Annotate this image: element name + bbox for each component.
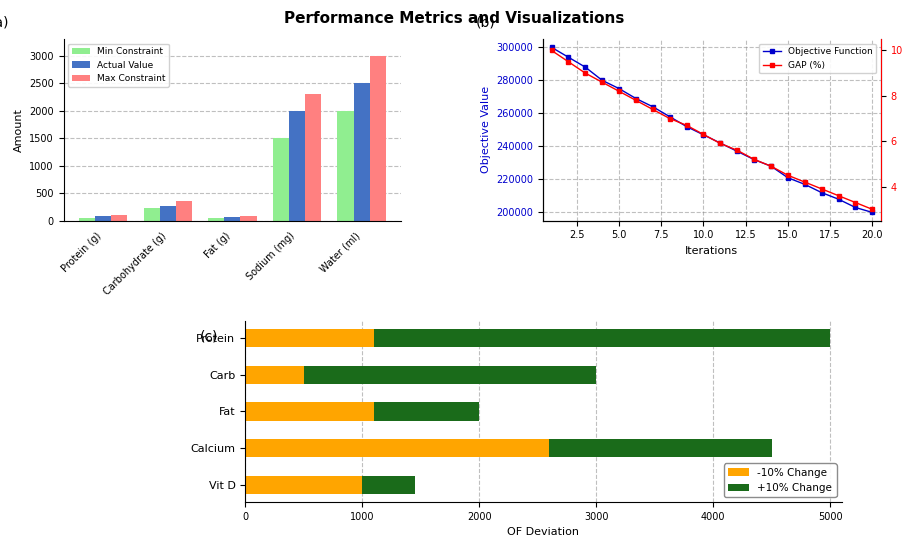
Objective Function [732,148,743,155]
GAP (%) [850,199,861,206]
Objective Function [580,64,591,70]
Bar [208,218,224,220]
GAP (%) [681,122,692,129]
Bar [362,475,415,494]
GAP (%) [630,97,641,104]
Bar [245,402,374,421]
Bar [241,217,257,220]
Text: Performance Metrics and Visualizations: Performance Metrics and Visualizations [284,11,624,26]
GAP (%) [867,206,878,213]
GAP (%) [732,147,743,153]
GAP (%) [715,140,725,147]
Bar [305,94,321,220]
Objective Function [850,204,861,211]
Bar [370,56,386,220]
GAP (%) [799,179,810,185]
GAP (%) [546,47,557,54]
Line: Objective Function: Objective Function [549,45,874,214]
Legend: Objective Function, GAP (%): Objective Function, GAP (%) [759,44,876,73]
Bar [245,475,362,494]
Bar [79,218,95,220]
X-axis label: Iterations: Iterations [686,246,738,256]
Objective Function [698,132,709,138]
Objective Function [749,156,760,163]
GAP (%) [597,79,607,85]
Bar [224,218,241,220]
Legend: Min Constraint, Actual Value, Max Constraint: Min Constraint, Actual Value, Max Constr… [68,44,169,87]
Objective Function [665,113,676,120]
Objective Function [834,196,844,203]
GAP (%) [765,163,776,170]
Bar [303,365,596,384]
GAP (%) [816,186,827,193]
Bar [111,215,127,220]
Bar [245,365,303,384]
Objective Function [799,181,810,187]
Bar [143,208,160,220]
Bar [160,206,176,220]
GAP (%) [698,131,709,138]
Objective Function [765,163,776,170]
Text: (a): (a) [0,16,9,30]
GAP (%) [834,193,844,199]
Bar [374,402,479,421]
Text: (c): (c) [200,330,218,344]
GAP (%) [665,115,676,122]
GAP (%) [647,106,658,113]
Objective Function [630,95,641,102]
GAP (%) [563,59,574,65]
Bar [95,216,111,220]
Objective Function [597,77,607,84]
Bar [272,138,289,220]
Bar [245,439,549,457]
Bar [549,439,772,457]
GAP (%) [614,88,625,95]
Objective Function [647,103,658,110]
Objective Function [783,175,794,181]
GAP (%) [749,156,760,163]
Bar [176,201,192,220]
Bar [338,110,353,220]
Legend: -10% Change, +10% Change: -10% Change, +10% Change [725,464,836,497]
Bar [289,110,305,220]
Bar [374,329,830,347]
X-axis label: OF Deviation: OF Deviation [508,527,579,537]
Objective Function [715,140,725,146]
Line: GAP (%): GAP (%) [549,49,874,211]
Objective Function [563,54,574,61]
Text: (b): (b) [476,16,495,30]
Bar [245,329,374,347]
Bar [353,83,370,220]
GAP (%) [783,172,794,179]
Objective Function [816,189,827,196]
Objective Function [546,44,557,51]
Objective Function [867,209,878,216]
GAP (%) [580,70,591,76]
Y-axis label: Objective Value: Objective Value [481,86,491,174]
Objective Function [614,85,625,92]
Objective Function [681,123,692,130]
Y-axis label: Amount: Amount [14,108,24,152]
